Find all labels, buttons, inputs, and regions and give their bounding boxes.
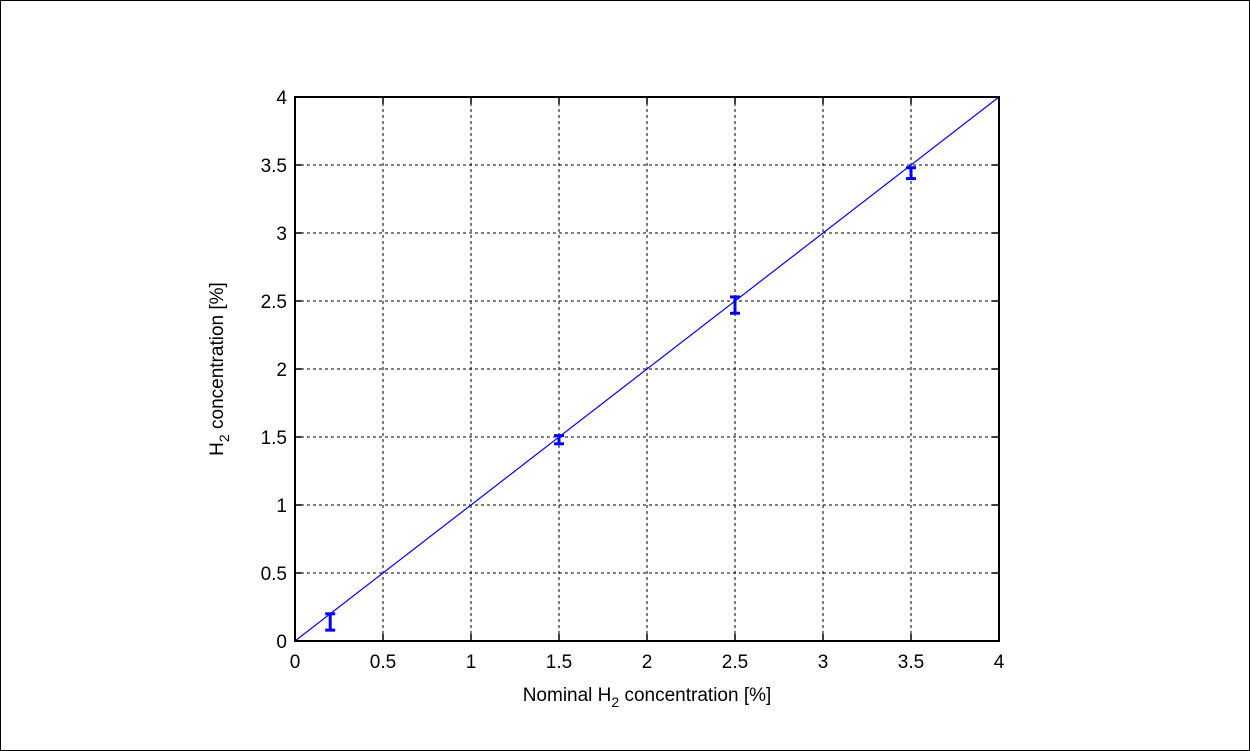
y-axis-title: H2 concentration [%]: [207, 282, 232, 456]
x-tick-label: 0: [290, 652, 301, 673]
x-tick-label: 3: [818, 652, 829, 673]
y-tick-label: 0: [276, 632, 287, 653]
x-axis-title-part1: Nominal H: [523, 685, 612, 706]
x-tick-labels: 0 0.5 1 1.5 2 2.5 3 3.5 4: [290, 652, 1005, 673]
x-axis-title: Nominal H2 concentration [%]: [523, 685, 772, 710]
y-tick-label: 4: [276, 88, 287, 109]
data-point: [730, 295, 740, 315]
x-tick-label: 1: [466, 652, 477, 673]
y-axis-title-part1: H: [207, 442, 228, 456]
y-axis-title-part2: concentration [%]: [207, 282, 228, 434]
y-tick-label: 2.5: [261, 292, 287, 313]
data-point: [325, 612, 336, 632]
y-tick-labels: 0 0.5 1 1.5 2 2.5 3 3.5 4: [261, 88, 288, 653]
y-tick-label: 3.5: [261, 156, 287, 177]
x-axis-title-part2: concentration [%]: [619, 685, 771, 706]
reference-line-group: [294, 96, 1000, 642]
x-tick-label: 1.5: [546, 652, 572, 673]
x-tick-label: 0.5: [370, 652, 396, 673]
y-axis-title-subscript: 2: [216, 434, 232, 442]
x-tick-label: 2.5: [722, 652, 748, 673]
y-tick-label: 0.5: [261, 564, 287, 585]
y-tick-label: 3: [276, 224, 287, 245]
x-axis-title-subscript: 2: [611, 694, 619, 710]
x-tick-label: 4: [994, 652, 1005, 673]
reference-line: [294, 96, 1000, 642]
x-tick-label: 3.5: [898, 652, 924, 673]
ticks: [294, 96, 1000, 642]
data-point: [554, 434, 564, 446]
y-tick-label: 1.5: [261, 428, 287, 449]
y-tick-label: 1: [276, 496, 287, 517]
errorbar-series: [325, 166, 916, 632]
x-tick-label: 2: [642, 652, 653, 673]
y-tick-label: 2: [276, 360, 287, 381]
data-point: [906, 166, 916, 181]
